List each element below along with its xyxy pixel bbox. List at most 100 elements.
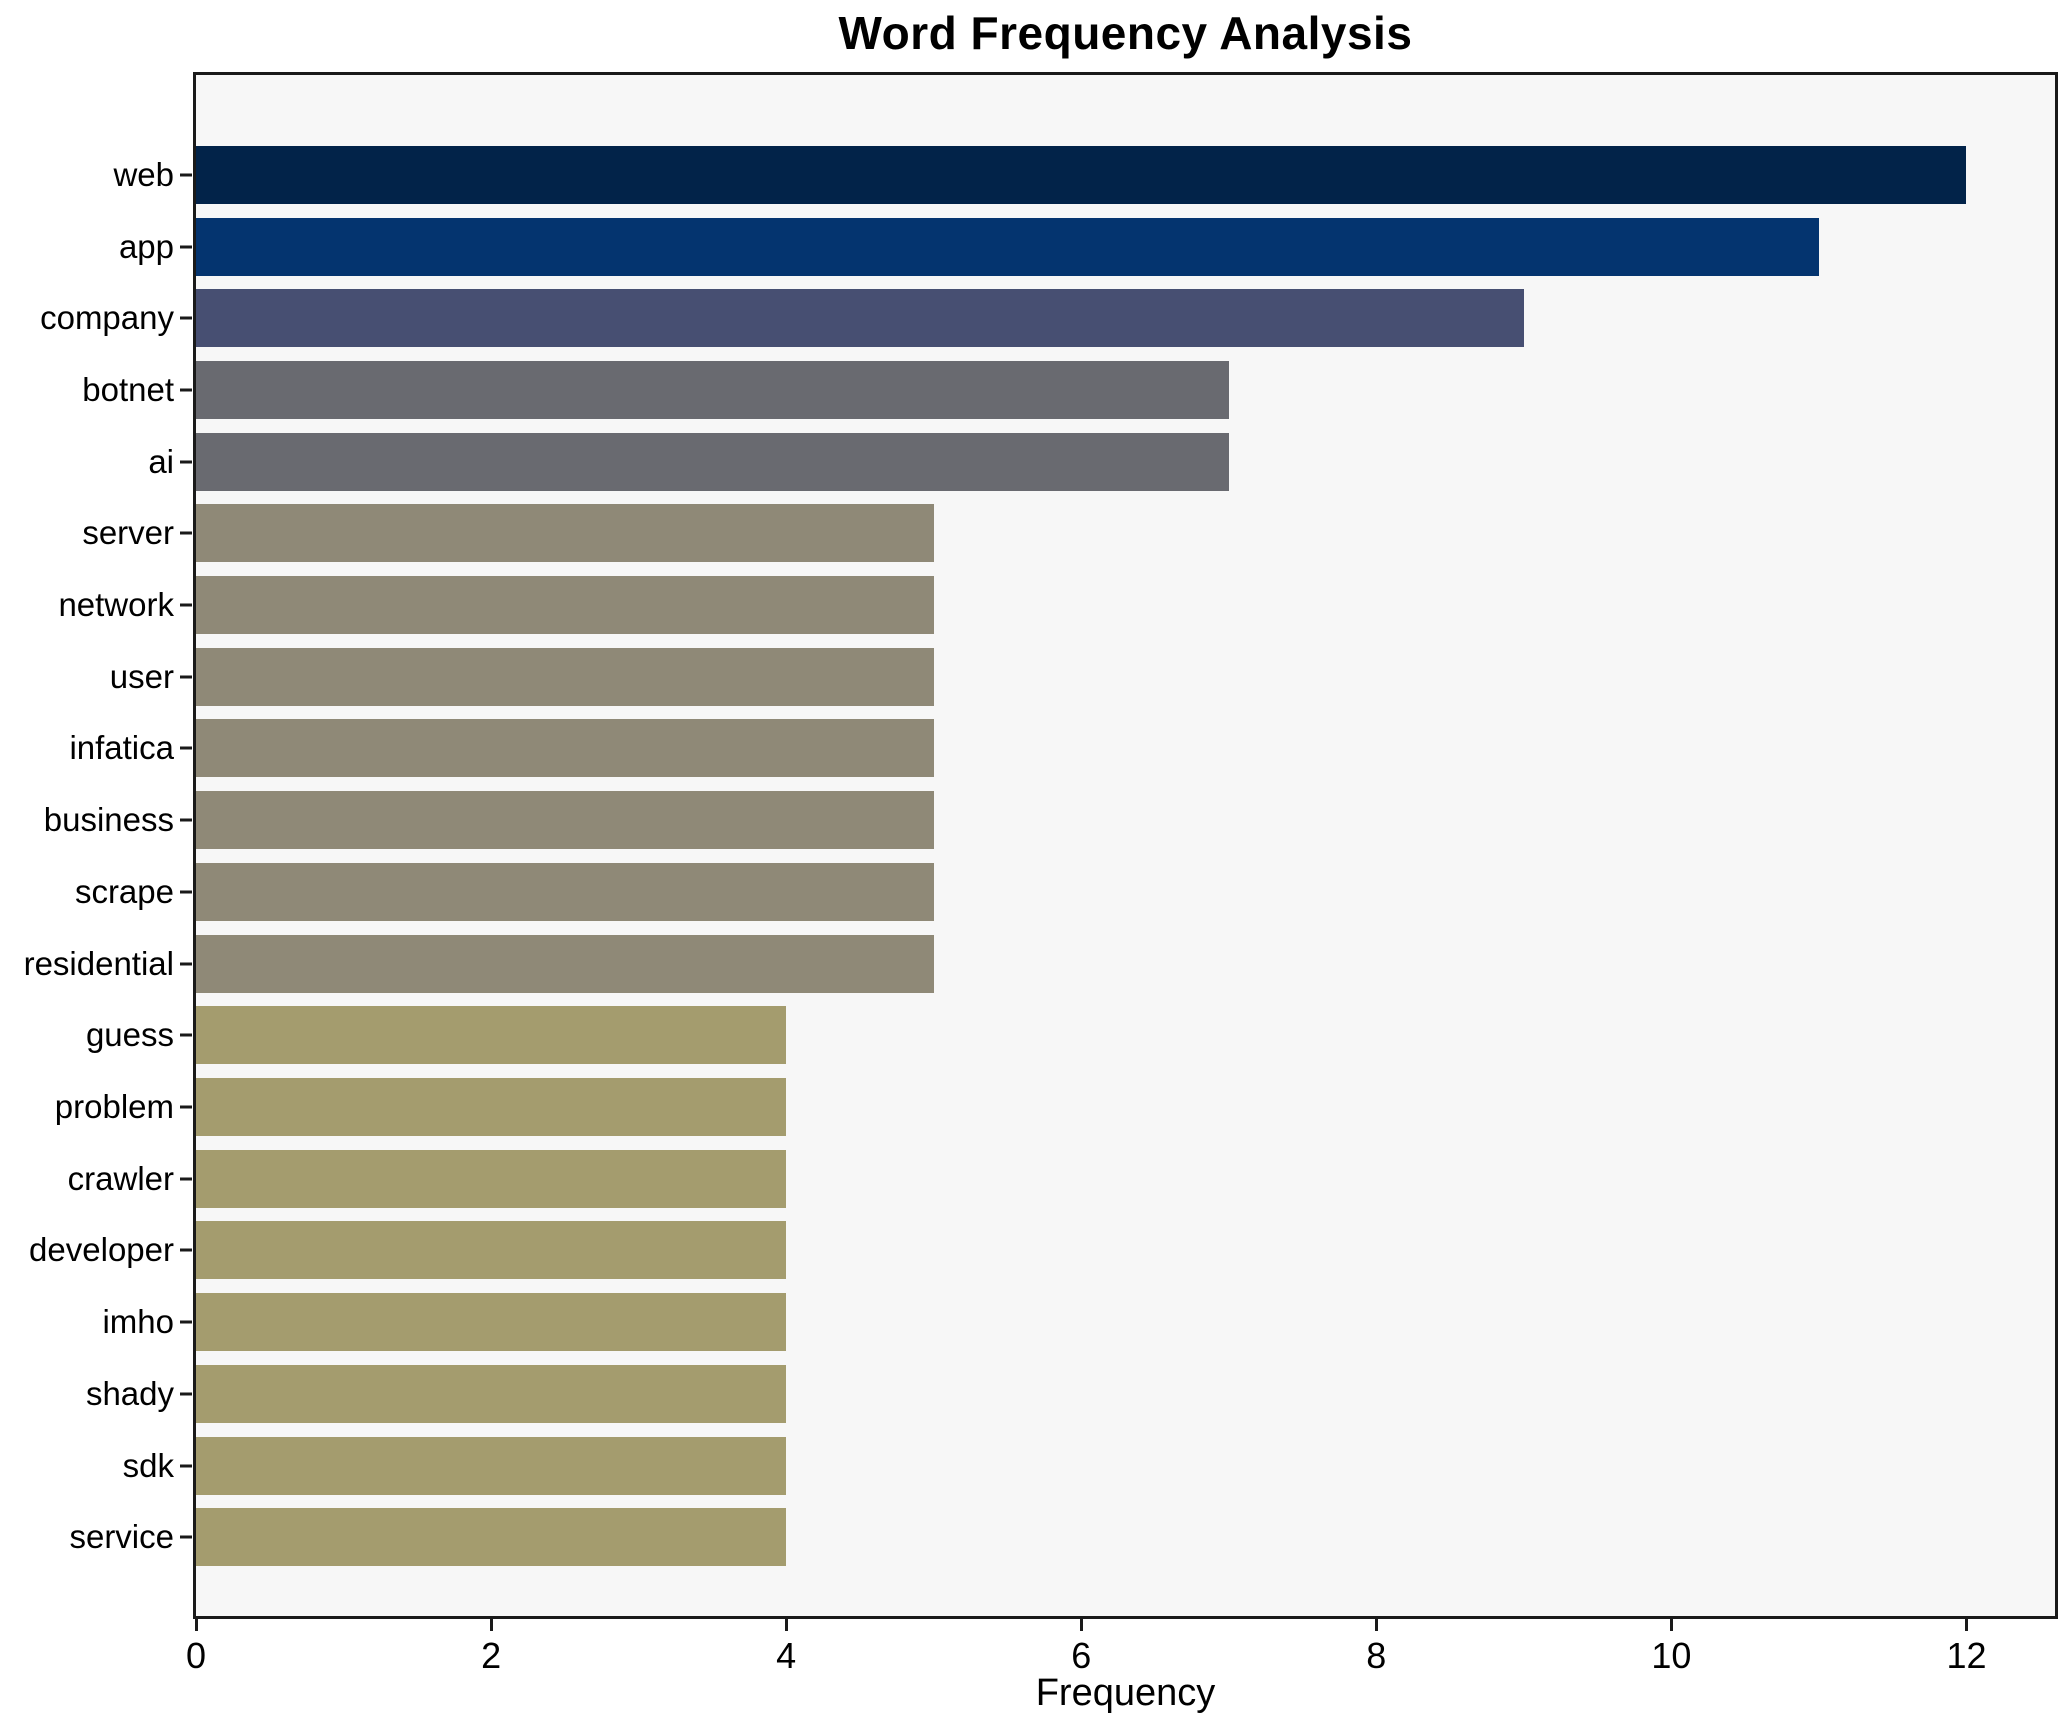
bar-company [196,289,1524,348]
bar-row: residential [24,928,2055,1000]
y-tick-label: app [118,227,174,265]
y-tick-label: company [40,299,174,337]
bar-row: business [44,784,2055,856]
bar-row: problem [55,1071,2055,1143]
y-tick-mark [180,1248,192,1252]
x-tick-mark [489,1619,493,1631]
x-tick-label: 6 [1071,1635,1092,1676]
y-tick-label: service [69,1518,174,1556]
bar-problem [196,1077,787,1136]
y-tick-mark [180,245,192,249]
x-tick-mark [1669,1619,1673,1631]
bar-row: imho [102,1286,2055,1358]
x-tick-mark [1374,1619,1378,1631]
y-tick-mark [180,531,192,535]
bar-shady [196,1364,787,1423]
y-tick-mark [180,603,192,607]
x-tick-mark [1964,1619,1968,1631]
bar-row: botnet [82,354,2055,426]
bar-service [196,1508,787,1567]
y-tick-label: business [43,801,174,839]
bar-row: server [82,498,2055,570]
x-tick-label: 12 [1946,1635,1987,1676]
y-tick-mark [180,316,192,320]
chart-title: Word Frequency Analysis [838,7,1413,59]
bar-sdk [196,1436,787,1495]
y-tick-label: guess [85,1016,174,1054]
bar-row: shady [86,1358,2055,1430]
bar-ai [196,432,1229,491]
bar-row: user [110,641,2055,713]
bar-web [196,145,1967,204]
bar-infatica [196,719,934,778]
x-tick-mark [784,1619,788,1631]
y-tick-mark [180,962,192,966]
y-tick-label: scrape [74,872,174,910]
y-tick-label: ai [148,442,174,480]
x-axis: 0 2 4 6 8 10 12 [186,1619,2055,1719]
y-tick-mark [180,890,192,894]
bar-row: scrape [75,856,2055,928]
x-axis-title: Frequency [1035,1672,1216,1714]
bar-row: company [40,282,2055,354]
y-tick-label: infatica [69,729,174,767]
bar-scrape [196,862,934,921]
y-tick-mark [180,388,192,392]
bar-row: crawler [68,1143,2055,1215]
y-tick-label: imho [102,1303,174,1341]
bar-developer [196,1221,787,1280]
bar-botnet [196,360,1229,419]
x-tick-mark [1079,1619,1083,1631]
bar-guess [196,1006,787,1065]
y-tick-label: problem [54,1087,174,1125]
bars-region: web app company botnet ai server network user in… [24,139,2055,1573]
bar-row: service [69,1501,2055,1573]
bar-row: developer [29,1215,2055,1287]
bar-row: app [119,211,2055,283]
y-tick-label: user [109,657,174,695]
y-tick-mark [180,173,192,177]
y-tick-mark [180,460,192,464]
bar-row: sdk [123,1430,2055,1502]
bar-row: guess [86,999,2055,1071]
bar-network [196,576,934,635]
y-tick-label: developer [29,1231,174,1269]
bar-residential [196,934,934,993]
bar-user [196,647,934,706]
bar-row: infatica [69,713,2055,785]
bar-business [196,791,934,850]
y-tick-label: residential [23,944,174,982]
y-tick-label: shady [85,1374,174,1412]
y-tick-label: sdk [122,1446,174,1484]
bar-row: ai [148,426,2055,498]
y-tick-mark [180,1177,192,1181]
bar-row: network [58,569,2055,641]
bar-app [196,217,1819,276]
y-tick-mark [180,1464,192,1467]
y-tick-mark [180,675,192,679]
y-tick-label: crawler [67,1159,174,1197]
y-tick-label: botnet [82,370,174,408]
x-tick-label: 10 [1651,1635,1692,1676]
bar-server [196,504,934,563]
bar-imho [196,1293,787,1352]
y-tick-label: network [58,586,174,624]
y-tick-mark [180,746,192,750]
x-tick-mark [194,1619,198,1631]
x-tick-label: 2 [481,1635,502,1676]
y-tick-label: server [82,514,174,552]
x-tick-label: 8 [1366,1635,1387,1676]
x-tick-label: 0 [185,1635,207,1676]
bar-crawler [196,1149,787,1208]
y-tick-mark [180,1105,192,1109]
y-tick-mark [180,1392,192,1396]
y-tick-mark [180,818,192,822]
x-tick-label: 4 [776,1635,797,1676]
y-tick-mark [180,1033,192,1037]
bar-row: web [113,139,2055,211]
y-tick-mark [180,1320,192,1324]
plot-area: web app company botnet ai server network user in… [24,72,2058,1619]
y-tick-mark [180,1535,192,1539]
y-tick-label: web [113,155,174,193]
